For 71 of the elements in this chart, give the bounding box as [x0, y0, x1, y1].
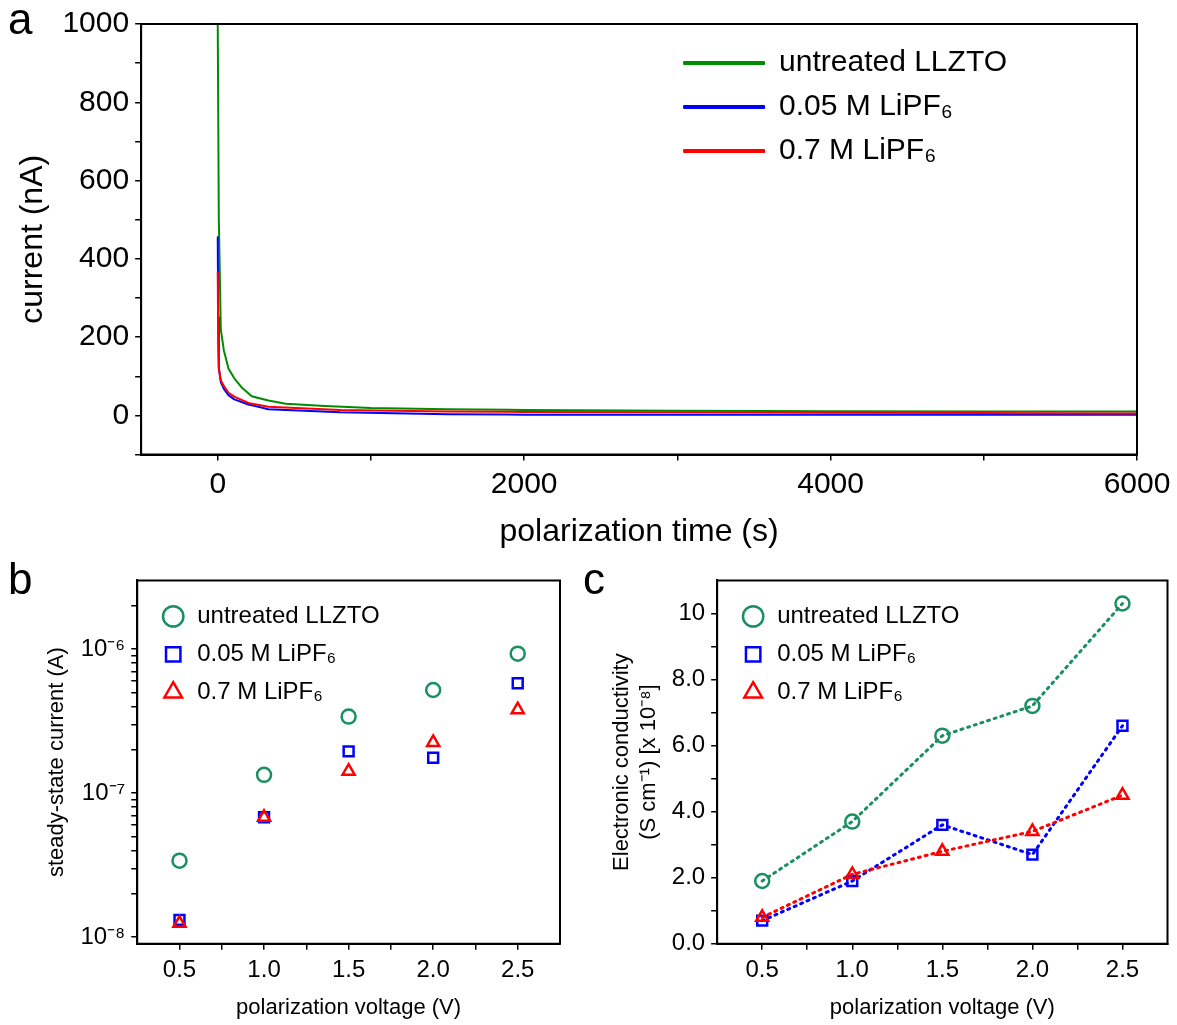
x-tick-label: 0.5 [162, 954, 197, 982]
point [424, 681, 442, 699]
point [754, 909, 770, 923]
legend-label: untreated LLZTO [777, 601, 960, 629]
x-tick-label: 1.0 [247, 954, 281, 982]
y-tick-label: 0 [112, 396, 130, 430]
y-tick-label: 800 [79, 83, 130, 117]
point [753, 872, 771, 890]
point [340, 708, 357, 725]
legend-label: 0.05 M LiPF₆ [777, 639, 917, 667]
point [341, 762, 356, 776]
y-tick-label: 8.0 [671, 664, 706, 692]
y-tick-label: 6.0 [671, 730, 706, 758]
point [844, 866, 860, 880]
y-tick-label: 4.0 [671, 796, 706, 824]
point [844, 813, 861, 830]
point [509, 645, 526, 662]
y-tick-label: 1000 [62, 5, 130, 39]
legend-label: 0.7 M LiPF₆ [197, 677, 323, 705]
y-tick-label: 600 [79, 161, 130, 195]
y-tick-label: 10 [678, 598, 706, 626]
point [255, 766, 273, 784]
x-tick-label: 2.5 [501, 954, 535, 982]
y-tick-label: 10⁻⁷ [81, 777, 126, 805]
y-tick-label: 0.0 [671, 928, 706, 956]
text: a [8, 0, 33, 44]
y-axis-title: steady-state current (A) [43, 647, 69, 878]
y-tick-label: 2.0 [671, 862, 706, 890]
y-tick-label: 10⁻⁸ [80, 921, 126, 949]
legend-label: 0.05 M LiPF₆ [779, 88, 953, 122]
y-tick-label: 400 [79, 240, 130, 274]
point [935, 843, 950, 857]
x-tick-label: 2.5 [1105, 954, 1140, 982]
point [171, 852, 188, 869]
x-tick-label: 2.0 [416, 954, 450, 982]
point [1024, 697, 1041, 715]
text: c [583, 554, 605, 604]
text: b [8, 554, 33, 604]
point [342, 745, 355, 758]
legend-label: untreated LLZTO [197, 601, 380, 629]
legend-label: 0.7 M LiPF₆ [777, 677, 903, 705]
legend-label: untreated LLZTO [779, 44, 1008, 78]
legend-label: 0.7 M LiPF₆ [779, 132, 937, 166]
y-tick-label: 200 [79, 318, 130, 352]
x-tick-label: 4000 [797, 465, 864, 499]
point [1116, 719, 1129, 732]
x-tick-label: 6000 [1103, 465, 1171, 499]
point [934, 727, 951, 744]
x-tick-label: 1.5 [331, 954, 366, 982]
x-tick-label: 1.0 [835, 954, 869, 982]
point [1026, 848, 1039, 861]
point [426, 751, 440, 764]
x-axis-title: polarization time (s) [499, 511, 779, 548]
x-tick-label: 0 [209, 465, 227, 499]
y-axis-title: Electronic conductivity (S cm⁻¹) [x 10⁻⁸] [608, 653, 660, 871]
x-tick-label: 0.5 [745, 954, 779, 982]
legend-label: 0.05 M LiPF₆ [197, 639, 337, 667]
point [1115, 786, 1130, 800]
x-tick-label: 1.5 [925, 954, 960, 982]
point [425, 734, 441, 748]
y-tick-label: 10⁻⁶ [80, 633, 126, 661]
x-tick-label: 2.0 [1015, 954, 1050, 982]
point [510, 701, 526, 715]
x-axis-title: polarization voltage (V) [236, 993, 462, 1019]
point [511, 677, 524, 690]
y-axis-title: current (nA) [13, 154, 50, 324]
point [936, 818, 949, 832]
point [1025, 823, 1040, 837]
x-tick-label: 2000 [490, 465, 558, 499]
point [1114, 595, 1131, 612]
x-axis-title: polarization voltage (V) [829, 993, 1055, 1019]
